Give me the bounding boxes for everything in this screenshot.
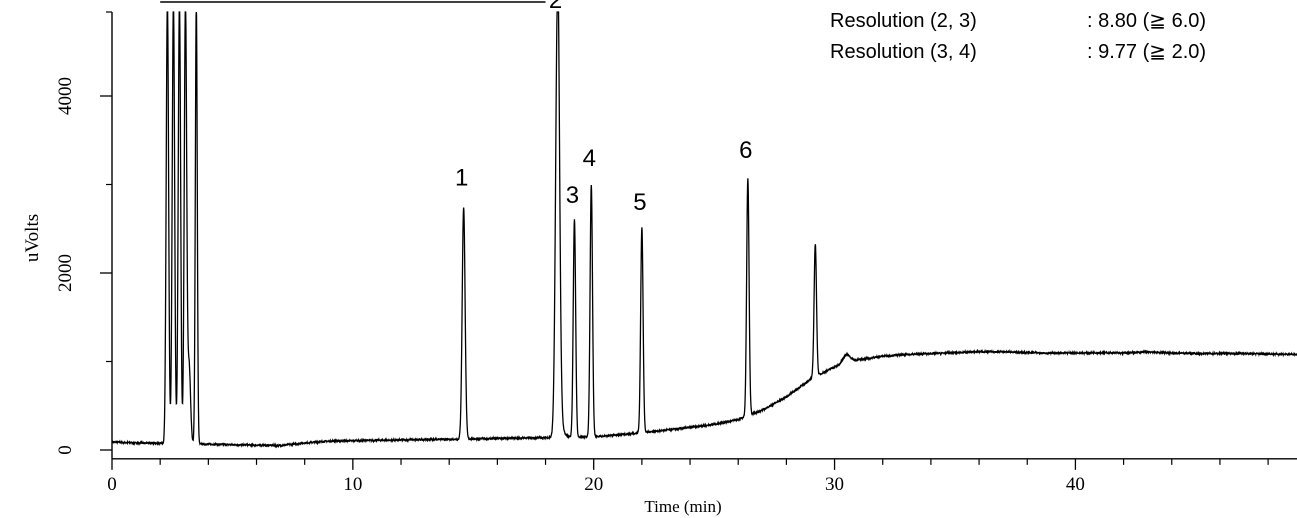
x-tick-label: 20 (584, 474, 603, 495)
axes-layer: 0 10 20 30 40 0 2000 4000 (55, 11, 1297, 495)
peak-label-4: 4 (583, 145, 596, 172)
y-tick-label: 0 (55, 445, 76, 455)
resolution-annotations: Resolution (2, 3) : 8.80 (≧ 6.0) Resolutio… (830, 10, 1206, 63)
y-axis-title: uVolts (22, 214, 43, 262)
peak-label-3: 3 (566, 182, 579, 209)
resolution-value: : 8.80 (≧ 6.0) (1087, 10, 1206, 32)
peak-label-6: 6 (739, 137, 752, 164)
x-tick-label: 0 (107, 474, 117, 495)
x-axis-title: Time (min) (644, 497, 721, 516)
chromatogram-trace (111, 11, 1297, 449)
x-tick-label: 10 (343, 474, 362, 495)
peak-label-layer: 1 2 34 5 6 (455, 0, 753, 216)
y-tick-label: 2000 (55, 254, 76, 292)
resolution-label: Resolution (2, 3) (830, 10, 977, 32)
resolution-value: : 9.77 (≧ 2.0) (1087, 41, 1206, 63)
x-tick-label: 40 (1066, 474, 1085, 495)
y-tick-label: 4000 (55, 77, 76, 115)
x-tick-label: 30 (825, 474, 844, 495)
peak-label-2: 2 (549, 0, 562, 14)
resolution-label: Resolution (3, 4) (830, 41, 977, 63)
peak-label-5: 5 (633, 189, 646, 216)
peak-label-1: 1 (455, 164, 468, 191)
